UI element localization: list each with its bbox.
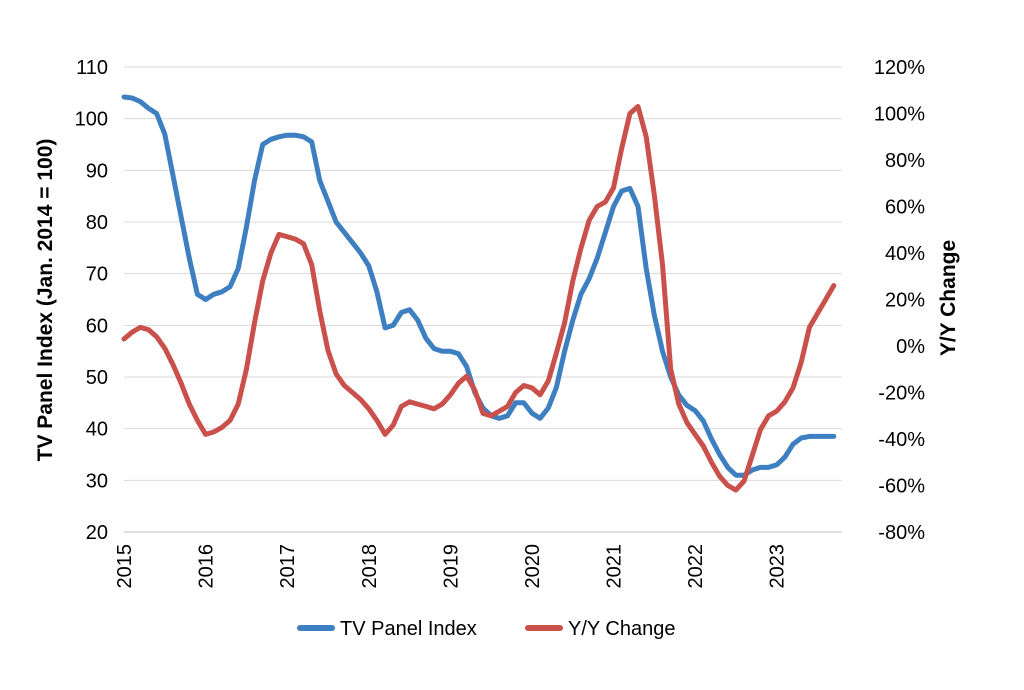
y2-tick-label: -40% — [878, 429, 925, 451]
x-tick-label: 2019 — [440, 544, 462, 589]
x-tick-label: 2016 — [196, 544, 218, 589]
x-tick-label: 2023 — [767, 544, 789, 589]
y-tick-label: 50 — [86, 367, 108, 389]
y2-tick-label: 80% — [885, 150, 925, 172]
x-tick-label: 2021 — [604, 544, 626, 589]
x-tick-label: 2022 — [685, 544, 707, 589]
y-tick-label: 40 — [86, 419, 108, 441]
y-axis-title: TV Panel Index (Jan. 2014 = 100) — [34, 139, 57, 462]
y-tick-label: 110 — [76, 57, 108, 79]
y2-axis-ticks: -80% -60% -40% -20% 0% 20% 40% 60% 80% 100% 120% — [874, 57, 925, 544]
y2-tick-label: -60% — [878, 476, 925, 498]
legend-label-tv-panel-index: TV Panel Index — [340, 618, 477, 640]
y2-tick-label: 60% — [885, 197, 925, 219]
y2-tick-label: -80% — [878, 522, 925, 544]
series-lines — [121, 94, 837, 493]
x-tick-label: 2018 — [359, 544, 381, 589]
y2-tick-label: -20% — [878, 383, 925, 405]
y-axis-ticks: 20 30 40 50 60 70 80 90 100 110 — [75, 57, 108, 544]
legend: TV Panel Index Y/Y Change — [297, 618, 676, 640]
x-axis-ticks: 2015 2016 2017 2018 2019 2020 2021 2022 2023 — [114, 544, 789, 589]
y2-tick-label: 100% — [874, 104, 925, 126]
y2-tick-label: 20% — [885, 290, 925, 312]
x-tick-label: 2020 — [522, 544, 544, 589]
y-tick-label: 30 — [86, 470, 108, 492]
y-tick-label: 70 — [86, 264, 108, 286]
y-tick-label: 90 — [86, 160, 108, 182]
y-tick-label: 100 — [75, 109, 108, 131]
y2-tick-label: 40% — [885, 243, 925, 265]
y2-axis-title: Y/Y Change — [937, 240, 960, 356]
y-tick-label: 60 — [86, 315, 108, 337]
y2-tick-label: 120% — [874, 57, 925, 79]
series-line-yy-change — [121, 104, 837, 493]
x-tick-label: 2017 — [277, 544, 299, 589]
y2-tick-label: 0% — [896, 336, 925, 358]
y-tick-label: 20 — [86, 522, 108, 544]
legend-label-yy-change: Y/Y Change — [568, 618, 676, 640]
y-tick-label: 80 — [86, 212, 108, 234]
gridlines — [124, 66, 842, 533]
x-tick-label: 2015 — [114, 544, 136, 589]
